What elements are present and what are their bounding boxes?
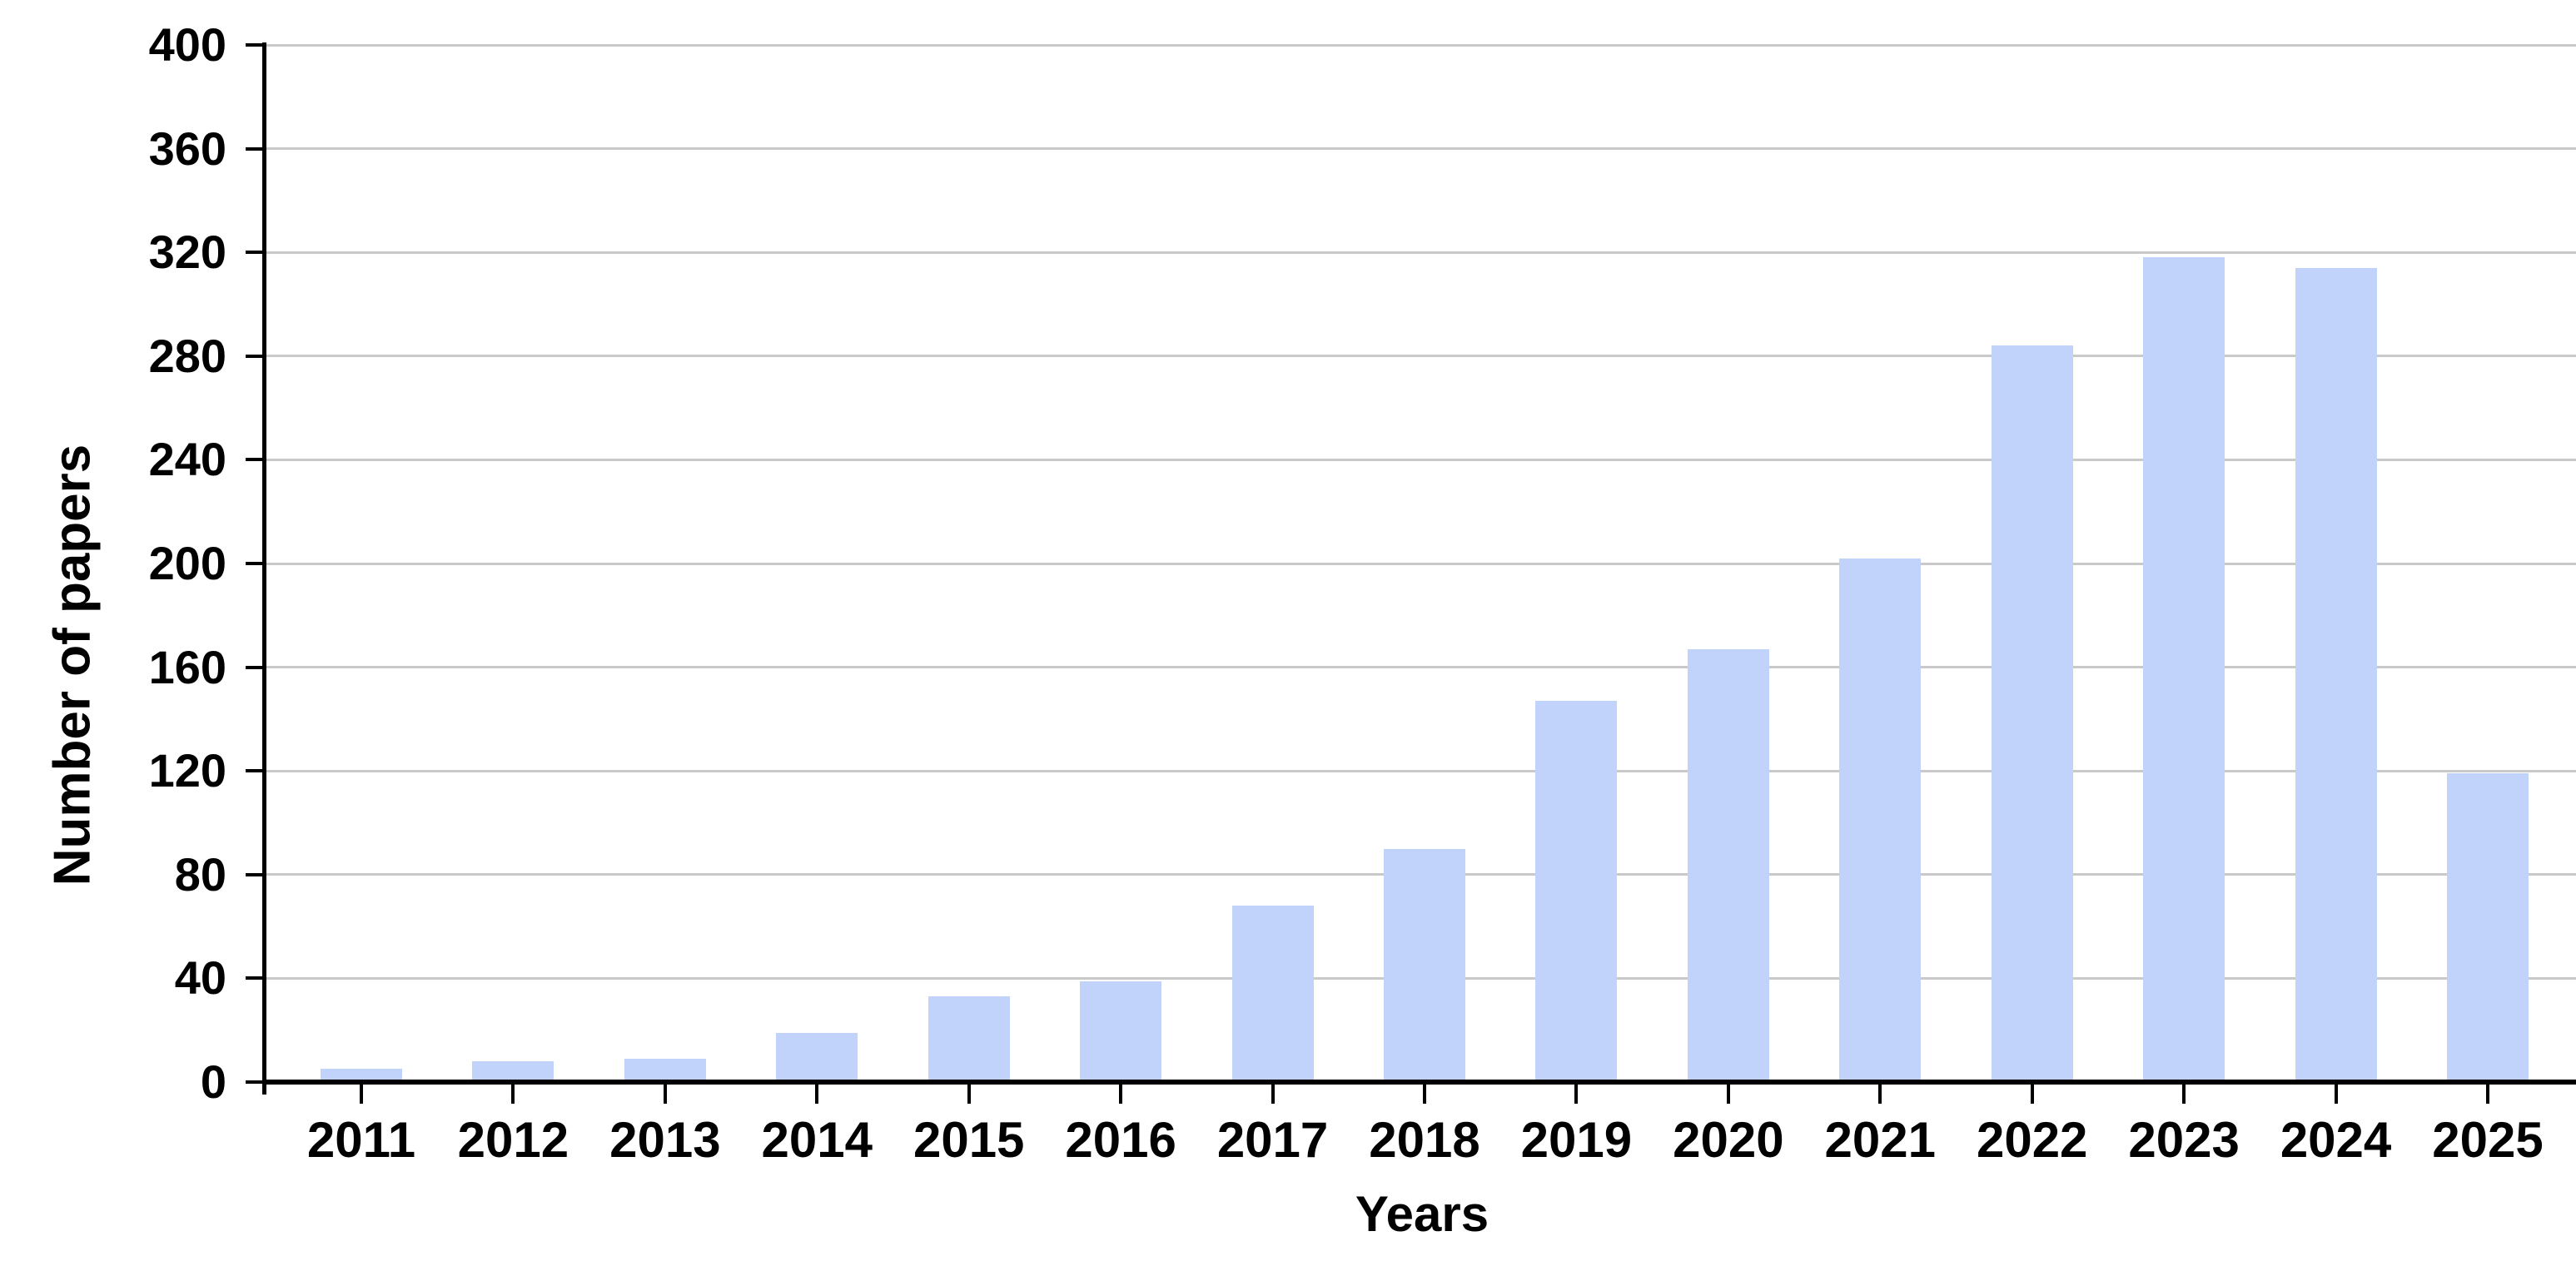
y-tick-label-80: 80	[174, 847, 226, 901]
y-tick-label-400: 400	[148, 18, 226, 71]
x-tick-2025	[2486, 1082, 2489, 1104]
x-axis-line	[262, 1080, 2576, 1085]
y-axis-spine	[262, 42, 266, 1095]
x-tick-label-2016: 2016	[1065, 1112, 1176, 1168]
y-tick-160	[246, 665, 266, 669]
bar-2011	[321, 1069, 402, 1082]
bar-2023	[2143, 257, 2225, 1082]
bar-2014	[776, 1032, 858, 1082]
y-tick-200	[246, 562, 266, 565]
x-tick-label-2019: 2019	[1520, 1112, 1633, 1168]
y-tick-label-240: 240	[148, 433, 226, 486]
x-tick-label-2021: 2021	[1824, 1112, 1937, 1168]
x-tick-2013	[663, 1082, 667, 1104]
x-tick-2022	[2030, 1082, 2034, 1104]
y-tick-label-200: 200	[148, 537, 226, 589]
x-tick-label-2012: 2012	[457, 1112, 569, 1168]
x-tick-2023	[2182, 1082, 2186, 1104]
y-tick-0	[246, 1080, 266, 1084]
gridline-y-200	[264, 562, 2576, 565]
y-tick-label-320: 320	[148, 226, 226, 279]
x-tick-label-2022: 2022	[1976, 1112, 2088, 1168]
gridline-y-400	[264, 43, 2576, 47]
y-tick-label-0: 0	[200, 1055, 226, 1108]
y-tick-80	[246, 872, 266, 876]
gridline-y-360	[264, 147, 2576, 151]
x-tick-2024	[2334, 1082, 2338, 1104]
y-tick-label-360: 360	[148, 122, 226, 175]
gridline-y-160	[264, 666, 2576, 669]
papers-per-year-bar-chart: Number of papers Years 0 40 80 120 160 200 240…	[33, 13, 2576, 1253]
bar-2017	[1231, 906, 1314, 1082]
bar-2021	[1839, 558, 1922, 1082]
y-tick-280	[246, 354, 266, 358]
y-tick-120	[246, 769, 266, 773]
bar-2018	[1384, 848, 1465, 1082]
x-axis-title: Years	[1355, 1186, 1489, 1242]
x-tick-2021	[1878, 1082, 1882, 1104]
bar-2013	[624, 1058, 706, 1082]
x-tick-label-2023: 2023	[2128, 1112, 2240, 1168]
bar-2020	[1687, 648, 1769, 1082]
y-tick-40	[246, 976, 266, 981]
gridline-y-240	[264, 458, 2576, 461]
y-tick-240	[246, 458, 266, 462]
bar-2019	[1535, 701, 1618, 1082]
y-tick-label-40: 40	[174, 951, 226, 1005]
x-tick-label-2013: 2013	[609, 1112, 721, 1168]
y-tick-360	[246, 146, 266, 151]
x-tick-label-2015: 2015	[913, 1112, 1025, 1168]
x-tick-label-2014: 2014	[761, 1112, 873, 1168]
bar-2012	[472, 1061, 554, 1082]
y-tick-400	[246, 43, 266, 47]
bar-2015	[927, 996, 1010, 1082]
y-tick-320	[246, 251, 266, 255]
x-tick-2020	[1726, 1082, 1730, 1104]
x-tick-2015	[967, 1082, 971, 1104]
x-tick-2016	[1119, 1082, 1123, 1104]
x-tick-2012	[511, 1082, 515, 1104]
x-tick-label-2017: 2017	[1216, 1112, 1329, 1168]
x-tick-label-2020: 2020	[1673, 1112, 1784, 1168]
x-tick-2019	[1574, 1082, 1579, 1104]
x-tick-2014	[815, 1082, 819, 1104]
x-tick-2018	[1423, 1082, 1426, 1104]
x-tick-label-2024: 2024	[2280, 1112, 2392, 1168]
gridline-y-320	[264, 251, 2576, 254]
bar-2024	[2295, 267, 2377, 1082]
bar-2025	[2447, 773, 2529, 1082]
y-tick-label-280: 280	[148, 329, 226, 382]
x-tick-label-2025: 2025	[2432, 1112, 2544, 1168]
bar-2022	[1991, 345, 2073, 1082]
x-tick-2017	[1271, 1082, 1275, 1104]
x-tick-label-2018: 2018	[1369, 1112, 1480, 1168]
bar-2016	[1080, 981, 1162, 1082]
y-tick-label-160: 160	[148, 640, 226, 693]
gridline-y-280	[264, 355, 2576, 358]
x-tick-label-2011: 2011	[306, 1112, 416, 1168]
x-tick-2011	[360, 1082, 363, 1104]
y-tick-label-120: 120	[148, 744, 226, 797]
gridline-y-120	[264, 769, 2576, 772]
